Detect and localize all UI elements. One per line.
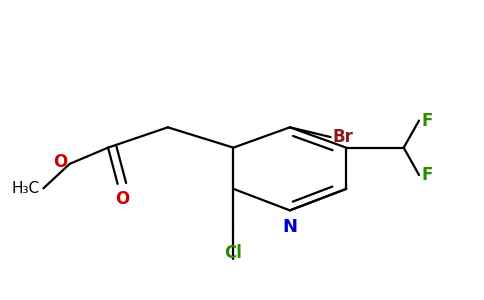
Text: F: F (422, 112, 433, 130)
Text: F: F (422, 166, 433, 184)
Text: Br: Br (333, 128, 354, 146)
Text: Cl: Cl (225, 244, 242, 262)
Text: O: O (53, 153, 67, 171)
Text: H₃C: H₃C (12, 181, 40, 196)
Text: N: N (282, 218, 297, 236)
Text: O: O (115, 190, 130, 208)
